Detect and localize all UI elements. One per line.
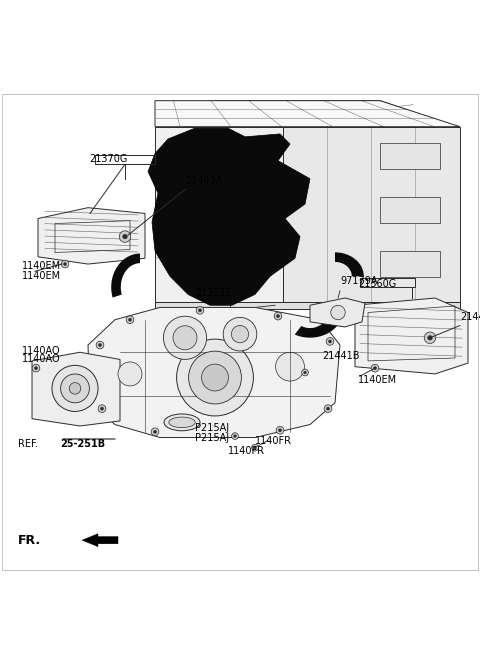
Circle shape	[177, 339, 253, 416]
Bar	[95, 155, 155, 164]
Circle shape	[276, 426, 284, 434]
Text: 1140FR: 1140FR	[228, 446, 265, 456]
Ellipse shape	[169, 417, 195, 428]
Polygon shape	[335, 252, 364, 276]
Polygon shape	[88, 307, 340, 438]
Polygon shape	[155, 101, 460, 127]
Circle shape	[234, 435, 236, 438]
Polygon shape	[295, 317, 340, 338]
Circle shape	[35, 367, 37, 370]
Circle shape	[151, 428, 159, 436]
Circle shape	[252, 444, 258, 451]
Polygon shape	[380, 197, 440, 223]
Polygon shape	[283, 127, 460, 301]
Text: 1140FR: 1140FR	[255, 436, 292, 446]
Text: 97179A: 97179A	[340, 276, 377, 286]
Polygon shape	[183, 101, 460, 150]
Circle shape	[123, 234, 127, 239]
Polygon shape	[355, 298, 468, 374]
Circle shape	[119, 231, 131, 242]
Circle shape	[304, 371, 306, 374]
Polygon shape	[310, 298, 365, 327]
Circle shape	[428, 335, 432, 340]
Circle shape	[63, 262, 67, 266]
Text: 21443A: 21443A	[460, 312, 480, 322]
Text: 21370G: 21370G	[89, 154, 127, 164]
Text: 25-251B: 25-251B	[60, 439, 105, 449]
Polygon shape	[380, 251, 440, 277]
Text: REF.: REF.	[18, 439, 38, 449]
Circle shape	[154, 430, 156, 434]
Text: P215AJ: P215AJ	[195, 433, 229, 443]
Circle shape	[278, 429, 282, 432]
Circle shape	[202, 364, 228, 391]
Circle shape	[96, 341, 104, 349]
Polygon shape	[168, 146, 230, 183]
Text: 21443A: 21443A	[185, 176, 222, 186]
Polygon shape	[380, 143, 440, 169]
Text: 21360G: 21360G	[358, 279, 396, 289]
Text: 21351E: 21351E	[195, 288, 232, 298]
Text: 1140EM: 1140EM	[358, 375, 397, 385]
Circle shape	[274, 312, 282, 320]
Text: 21441B: 21441B	[322, 351, 360, 361]
Circle shape	[331, 305, 345, 319]
Circle shape	[129, 318, 132, 321]
Circle shape	[301, 369, 308, 376]
Circle shape	[52, 365, 98, 412]
Circle shape	[253, 446, 256, 449]
Circle shape	[373, 367, 376, 370]
Polygon shape	[155, 127, 283, 301]
Circle shape	[198, 309, 202, 312]
Circle shape	[276, 353, 304, 381]
Circle shape	[98, 405, 106, 412]
Ellipse shape	[164, 414, 200, 431]
Polygon shape	[38, 208, 145, 264]
Circle shape	[100, 407, 104, 410]
Circle shape	[328, 340, 332, 343]
Circle shape	[60, 374, 89, 403]
Text: P215AJ: P215AJ	[195, 423, 229, 433]
Circle shape	[32, 365, 40, 372]
Circle shape	[326, 337, 334, 345]
Circle shape	[69, 382, 81, 394]
Polygon shape	[82, 534, 118, 546]
Circle shape	[196, 307, 204, 314]
Text: 1140AO: 1140AO	[22, 346, 60, 356]
Circle shape	[61, 260, 69, 268]
Circle shape	[173, 326, 197, 350]
Circle shape	[126, 316, 134, 323]
Text: FR.: FR.	[18, 534, 41, 546]
Circle shape	[326, 407, 330, 410]
Text: 1140EM: 1140EM	[22, 272, 61, 282]
Circle shape	[98, 343, 102, 347]
Circle shape	[118, 362, 142, 386]
Circle shape	[324, 405, 332, 412]
Circle shape	[189, 351, 241, 404]
Polygon shape	[32, 352, 120, 426]
Polygon shape	[148, 128, 310, 305]
Circle shape	[371, 365, 379, 372]
Text: 1140AO: 1140AO	[22, 354, 60, 364]
Circle shape	[223, 317, 257, 351]
Circle shape	[424, 332, 436, 343]
Circle shape	[232, 433, 239, 440]
Bar	[360, 278, 415, 288]
Polygon shape	[111, 254, 140, 297]
Text: 1140EM: 1140EM	[22, 261, 61, 272]
Polygon shape	[168, 211, 230, 248]
Circle shape	[231, 325, 249, 343]
Polygon shape	[155, 301, 460, 309]
Circle shape	[163, 316, 206, 359]
Circle shape	[276, 315, 279, 317]
